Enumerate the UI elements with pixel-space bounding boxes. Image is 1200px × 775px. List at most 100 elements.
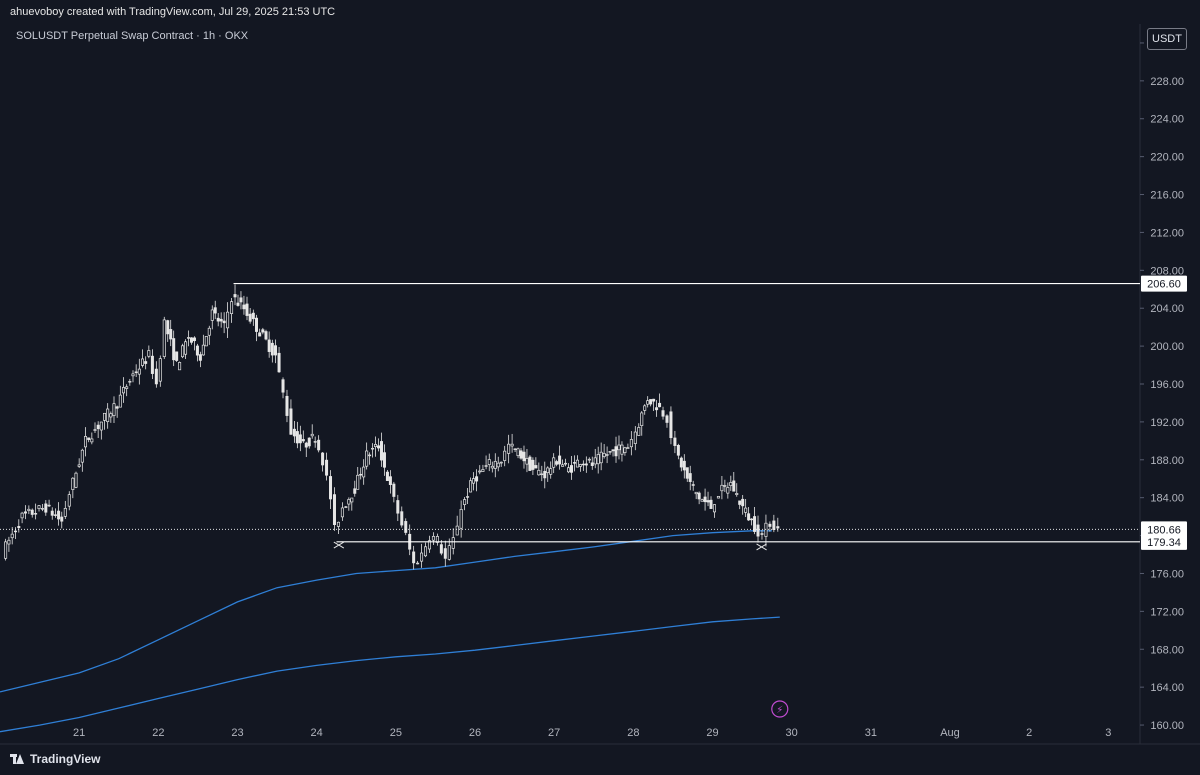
candle-body (593, 457, 597, 465)
candle-body (404, 521, 408, 533)
candle-body (640, 412, 644, 426)
candle-body (741, 498, 745, 507)
candle-body (187, 337, 191, 339)
candle-body (50, 510, 54, 516)
candle-body (226, 311, 230, 329)
candle-body (516, 448, 520, 457)
candle-body (233, 294, 237, 298)
candle-body (347, 499, 351, 505)
candle-body (162, 319, 166, 357)
candle-body (34, 513, 38, 515)
candle-body (688, 473, 692, 482)
price-chart[interactable]: 232.00228.00224.00220.00216.00212.00208.… (0, 24, 1200, 745)
candle-body (744, 507, 748, 513)
candle-body (181, 345, 185, 358)
candle-body (534, 465, 538, 469)
candle-body (178, 362, 182, 371)
candle-body (540, 473, 544, 476)
y-tick-label: 204.00 (1150, 303, 1184, 315)
candle-body (620, 444, 624, 455)
candle-body (368, 454, 372, 457)
candle-body (37, 505, 41, 509)
candle-body (729, 482, 733, 487)
candle-body (374, 444, 378, 448)
x-tick-label: 27 (548, 727, 560, 739)
symbol-label[interactable]: SOLUSDT Perpetual Swap Contract · 1h · O… (16, 30, 249, 42)
candle-body (772, 520, 776, 530)
candle-body (443, 548, 447, 559)
candle-body (4, 541, 8, 559)
candle-body (83, 436, 88, 448)
candle-body (447, 545, 451, 560)
candle-body (301, 439, 305, 442)
price-label-box (1141, 275, 1187, 292)
candle-body (469, 480, 473, 493)
candle-body (239, 297, 243, 303)
candle-body (96, 424, 100, 430)
candle-body (112, 403, 116, 416)
candle-body (292, 428, 296, 437)
x-tick-label: 24 (311, 727, 323, 739)
candle-body (420, 552, 424, 562)
candle-body (756, 524, 760, 537)
candle-body (726, 487, 730, 494)
candle-body (575, 459, 579, 468)
candle-body (77, 464, 81, 467)
candle-body (525, 458, 529, 465)
candle-body (455, 525, 459, 536)
y-tick-label: 212.00 (1150, 227, 1184, 239)
candle-body (198, 354, 202, 361)
event-icon[interactable] (771, 700, 789, 718)
candle-body (356, 474, 360, 490)
candle-body (258, 332, 262, 337)
candle-body (510, 443, 514, 447)
x-tick-label: 3 (1105, 727, 1111, 739)
candle-body (359, 473, 363, 476)
candle-body (382, 452, 386, 468)
chart-area[interactable]: 232.00228.00224.00220.00216.00212.00208.… (0, 24, 1200, 745)
currency-button[interactable]: USDT (1147, 28, 1187, 50)
candle-body (118, 394, 122, 408)
tradingview-logo[interactable]: TradingView (10, 752, 100, 766)
swing-cross-marker (333, 541, 345, 549)
candle-body (166, 320, 170, 335)
candle-body (44, 503, 48, 513)
y-tick-label: 224.00 (1150, 114, 1184, 126)
candle-body (295, 431, 299, 444)
candle-body (431, 536, 435, 541)
candle-body (371, 447, 375, 450)
candle-body (451, 537, 455, 549)
candle-body (396, 500, 400, 514)
candle-body (254, 317, 259, 332)
candle-body (732, 480, 736, 492)
candle-body (435, 536, 439, 543)
candle-body (665, 415, 669, 423)
y-tick-label: 184.00 (1150, 493, 1184, 505)
candle-body (377, 445, 381, 449)
candle-body (697, 492, 701, 500)
candle-body (581, 463, 585, 466)
candle-body (230, 301, 234, 314)
x-tick-label: 29 (706, 727, 718, 739)
candle-body (490, 465, 494, 469)
candle-body (513, 448, 517, 451)
y-tick-label: 220.00 (1150, 152, 1184, 164)
candle-body (158, 358, 162, 382)
y-tick-label: 208.00 (1150, 265, 1184, 277)
candle-body (543, 470, 547, 479)
candle-body (10, 533, 14, 539)
candle-body (558, 455, 562, 465)
candle-body (400, 511, 404, 526)
candle-body (106, 408, 110, 423)
candle-body (682, 460, 686, 471)
price-label-box (1141, 521, 1187, 538)
candle-body (144, 361, 148, 364)
candle-body (503, 450, 507, 461)
moving-average-line-2 (0, 616, 780, 733)
candle-body (546, 467, 550, 474)
candle-body (463, 499, 467, 505)
candle-body (317, 439, 321, 451)
candle-body (499, 461, 503, 464)
candle-body (134, 371, 138, 374)
y-tick-label: 192.00 (1150, 417, 1184, 429)
